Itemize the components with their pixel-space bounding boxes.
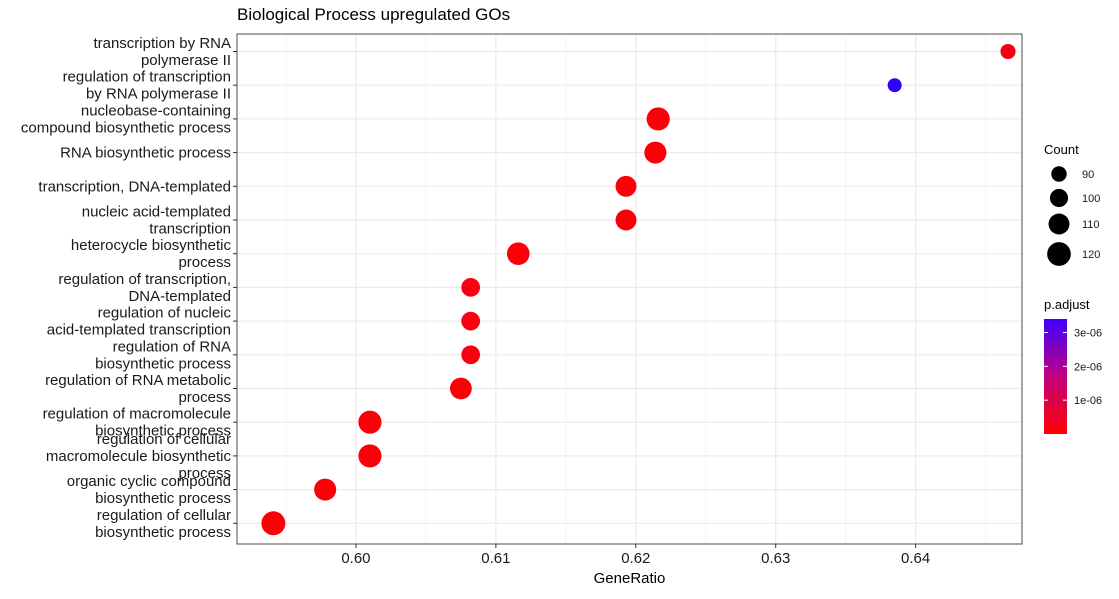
grid-lines: [237, 34, 1022, 544]
size-legend-key: [1047, 242, 1071, 266]
y-tick-label: regulation of RNA metabolic process: [45, 372, 231, 406]
plot-panel: [237, 34, 1022, 544]
y-tick-label: regulation of RNA biosynthetic process: [95, 338, 231, 372]
x-tick-label: 0.60: [341, 550, 370, 567]
color-legend-title: p.adjust: [1044, 297, 1090, 312]
y-tick-label: heterocycle biosynthetic process: [71, 237, 232, 271]
color-legend-label: 2e-06: [1074, 361, 1102, 373]
color-legend-label: 3e-06: [1074, 328, 1102, 340]
data-point: [644, 141, 667, 164]
data-point: [358, 444, 382, 468]
size-legend-key: [1051, 166, 1067, 182]
color-legend-bar: [1044, 319, 1067, 434]
plot-panel-border: [236, 33, 1023, 545]
y-tick-label: organic cyclic compound biosynthetic proc…: [67, 473, 231, 507]
data-point: [261, 511, 286, 536]
y-tick-label: transcription by RNA polymerase II: [93, 35, 231, 69]
data-point: [646, 107, 670, 131]
data-point: [449, 377, 472, 400]
y-tick-label: regulation of cellular macromolecule bios…: [46, 431, 232, 482]
y-tick-label: regulation of transcription by RNA polyme…: [63, 69, 231, 103]
x-tick-label: 0.61: [481, 550, 510, 567]
data-point: [461, 311, 481, 331]
size-legend-label: 100: [1082, 193, 1100, 205]
size-legend: Count 90 100 110 120: [1044, 142, 1100, 266]
x-tick-label: 0.64: [901, 550, 930, 567]
data-point: [461, 345, 481, 365]
chart-title: Biological Process upregulated GOs: [237, 5, 510, 24]
data-point: [461, 278, 481, 297]
y-tick-label: regulation of transcription, DNA-template…: [58, 271, 231, 305]
size-legend-title: Count: [1044, 142, 1079, 157]
y-tick-label: nucleic acid-templated transcription: [82, 204, 231, 238]
data-point: [314, 478, 337, 501]
data-point: [506, 242, 530, 266]
size-legend-key: [1048, 213, 1070, 235]
data-point: [358, 410, 382, 434]
y-tick-label: regulation of cellular biosynthetic proce…: [95, 507, 231, 541]
y-tick-label: regulation of nucleic acid-templated tran…: [47, 305, 232, 339]
y-tick-label: regulation of macromolecule biosynthetic …: [43, 406, 231, 440]
x-axis-title: GeneRatio: [594, 570, 666, 587]
y-tick-label: transcription, DNA-templated: [38, 178, 231, 195]
color-legend: p.adjust 1e-06 2e-06 3e-06: [1044, 297, 1102, 434]
data-point: [887, 78, 902, 93]
size-legend-key: [1049, 188, 1069, 208]
y-tick-label: nucleobase-containing compound biosynthet…: [21, 102, 231, 136]
y-tick-label: RNA biosynthetic process: [60, 145, 231, 162]
size-legend-label: 90: [1082, 169, 1094, 181]
x-tick-label: 0.63: [761, 550, 790, 567]
x-tick-label: 0.62: [621, 550, 650, 567]
data-point: [1000, 43, 1016, 60]
x-axis: 0.60 0.61 0.62 0.63 0.64: [341, 544, 930, 567]
data-point: [615, 175, 637, 197]
points-layer: [261, 43, 1016, 536]
size-legend-label: 110: [1082, 219, 1100, 231]
y-tick-labels: transcription by RNA polymerase IIregulat…: [21, 35, 237, 541]
data-point: [615, 209, 637, 231]
size-legend-label: 120: [1082, 249, 1100, 261]
color-legend-label: 1e-06: [1074, 395, 1102, 407]
